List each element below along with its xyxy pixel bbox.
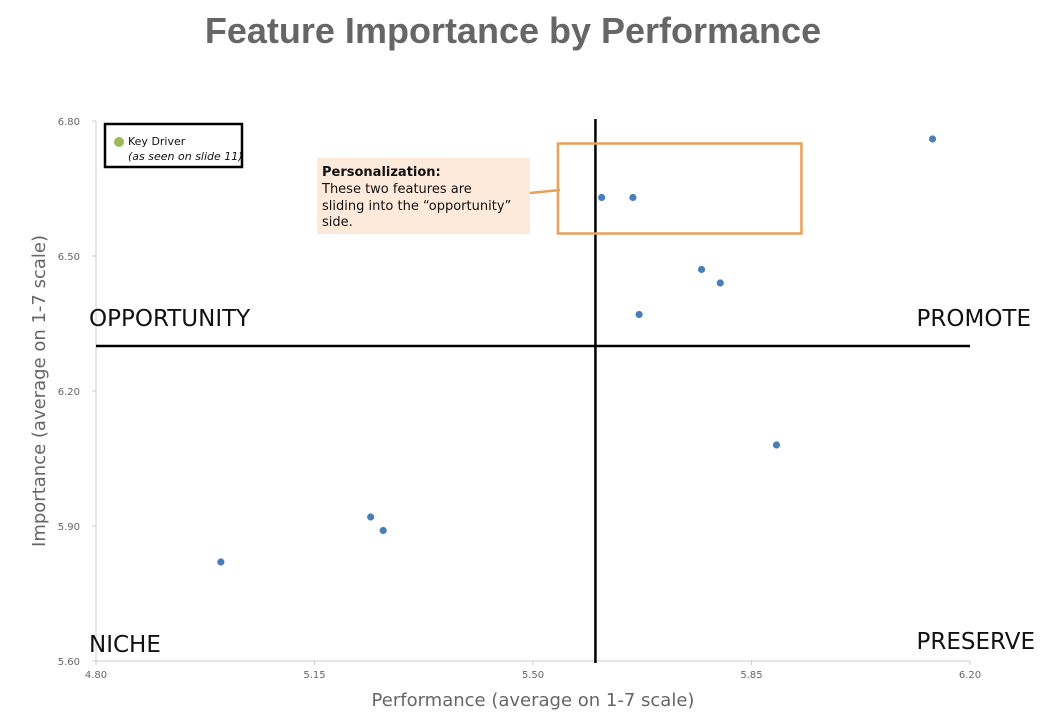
callout-line-3: side. xyxy=(322,215,353,230)
legend-label: Key Driver xyxy=(128,135,186,148)
quadrant-dividers xyxy=(96,119,970,663)
highlight-rectangle xyxy=(556,142,803,235)
chart-title: Feature Importance by Performance xyxy=(205,10,821,51)
x-tick-label: 5.85 xyxy=(740,670,762,681)
quadrant-label-promote: PROMOTE xyxy=(917,306,1031,332)
callout-box xyxy=(317,158,530,234)
data-point xyxy=(598,193,606,202)
data-point xyxy=(379,526,387,535)
data-point xyxy=(716,279,724,287)
x-tick-label: 6.20 xyxy=(959,670,981,681)
data-point xyxy=(697,265,706,274)
x-tick-label: 5.50 xyxy=(522,670,544,681)
x-tick-label: 5.15 xyxy=(303,670,325,681)
data-point xyxy=(217,558,225,566)
legend-note: (as seen on slide 11) xyxy=(128,150,243,163)
data-points xyxy=(217,135,937,566)
x-axis-title: Performance (average on 1-7 scale) xyxy=(372,690,695,711)
quadrant-label-preserve: PRESERVE xyxy=(916,629,1035,655)
data-point xyxy=(772,441,781,449)
legend: Key Driver (as seen on slide 11) xyxy=(103,122,244,169)
data-point xyxy=(635,310,643,319)
axes: 4.80 5.15 5.50 5.85 6.20 5.60 5.90 6.20 6.50 6.80 xyxy=(58,117,981,681)
y-tick-label: 5.60 xyxy=(58,657,80,668)
y-tick-label: 6.50 xyxy=(58,252,80,263)
callout-heading: Personalization: xyxy=(322,165,441,180)
y-axis-title: Importance (average on 1-7 scale) xyxy=(29,235,50,547)
callout-line-2: sliding into the “opportunity” xyxy=(322,199,511,214)
highlight-group xyxy=(556,142,803,235)
annotation-callout: Personalization: These two features are … xyxy=(317,158,561,234)
y-tick-label: 5.90 xyxy=(58,522,80,533)
legend-box xyxy=(103,122,244,169)
quadrant-label-niche: NICHE xyxy=(89,632,161,658)
x-tick-label: 4.80 xyxy=(85,670,107,681)
key-driver-legend-marker xyxy=(114,137,124,147)
data-point xyxy=(367,513,375,521)
data-point xyxy=(928,135,937,143)
callout-connector xyxy=(529,188,561,195)
y-tick-label: 6.20 xyxy=(58,387,80,398)
quadrant-label-opportunity: OPPORTUNITY xyxy=(89,306,251,332)
y-tick-label: 6.80 xyxy=(58,117,80,128)
data-point xyxy=(629,193,637,202)
callout-line-1: These two features are xyxy=(321,182,472,197)
